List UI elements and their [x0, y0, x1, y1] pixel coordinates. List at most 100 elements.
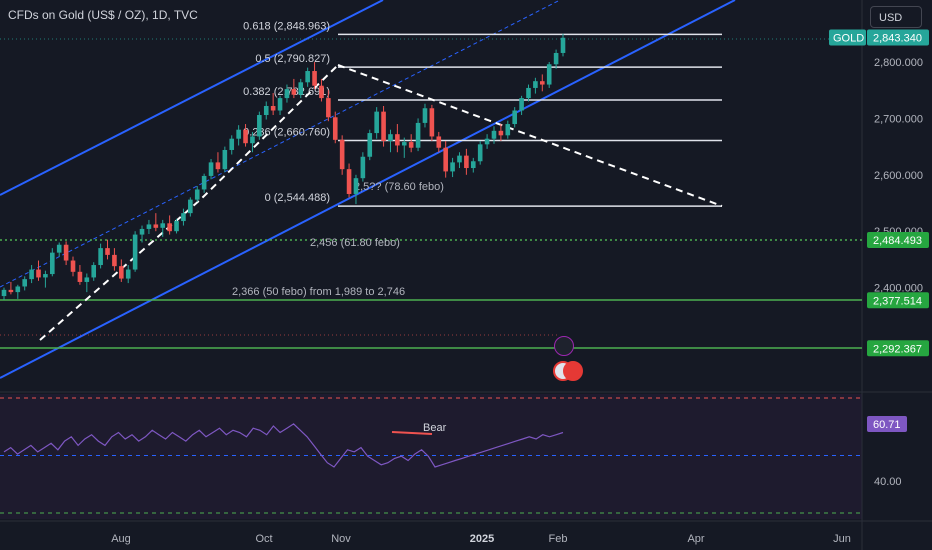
- candle-body: [415, 122, 421, 148]
- candle-body: [36, 269, 41, 278]
- time-tick-label: 2025: [470, 533, 494, 545]
- candle-body: [346, 169, 352, 194]
- channel-upper-line: [0, 0, 384, 196]
- candle-body: [284, 89, 290, 99]
- candle-body: [291, 89, 297, 95]
- price-label-box: [867, 29, 929, 46]
- price-tick-label: 2,600.000: [874, 170, 923, 182]
- candle-body: [139, 228, 145, 235]
- candle-body: [56, 244, 62, 253]
- candle-body: [119, 266, 124, 279]
- time-tick-label: Aug: [111, 533, 131, 545]
- candle-body: [498, 130, 504, 136]
- candle-body: [381, 111, 386, 141]
- candle-body: [512, 110, 517, 125]
- rsi-value-box: [867, 416, 907, 432]
- candle-body: [153, 224, 159, 228]
- candle-body: [429, 108, 435, 137]
- candle-body: [436, 136, 442, 148]
- candle-body: [553, 52, 559, 65]
- candle-body: [464, 155, 469, 169]
- price-label: 2,484.493: [873, 235, 922, 247]
- febo-annotation: 2,366 (50 febo) from 1,989 to 2,746: [232, 286, 405, 298]
- candle-body: [208, 162, 214, 176]
- candle-body: [477, 144, 483, 162]
- candle-body: [408, 142, 414, 148]
- candle-body: [146, 224, 152, 229]
- candle-body: [519, 98, 524, 111]
- candle-body: [257, 115, 262, 137]
- candle-body: [22, 279, 28, 287]
- candle-body: [263, 105, 269, 116]
- candle-body: [401, 142, 407, 146]
- candle-body: [174, 221, 179, 232]
- fib-level-label: 0.236 (2,660.760): [243, 127, 330, 139]
- candle-body: [443, 147, 448, 172]
- fib-level-label: 0.5 (2,790.827): [255, 53, 330, 65]
- price-label: 2,377.514: [873, 295, 922, 307]
- candle-body: [250, 136, 255, 144]
- economic-event-icon[interactable]: [563, 361, 583, 381]
- candle-body: [270, 105, 276, 111]
- candle-body: [132, 234, 138, 270]
- impulse-dashed-line: [39, 64, 339, 341]
- candle-body: [360, 156, 366, 179]
- time-tick-label: Apr: [687, 533, 704, 545]
- currency-selector-button[interactable]: USD: [870, 6, 922, 28]
- rsi-divergence-label: Bear: [423, 422, 447, 434]
- candle-body: [63, 244, 69, 261]
- rsi-line: [3, 423, 564, 468]
- candle-body: [84, 277, 90, 282]
- channel-mid-line: [0, 0, 561, 288]
- candle-body: [181, 213, 186, 222]
- candle-body: [319, 85, 324, 99]
- candle-body: [105, 248, 110, 255]
- candle-body: [243, 129, 248, 144]
- candle-body: [125, 269, 131, 279]
- candle-body: [305, 71, 310, 83]
- candle-body: [167, 223, 172, 232]
- candle-body: [77, 271, 83, 282]
- descending-dashed-line: [337, 64, 723, 207]
- candle-body: [43, 274, 48, 278]
- time-tick-label: Jun: [833, 533, 851, 545]
- candle-body: [215, 162, 221, 170]
- candle-body: [91, 265, 97, 278]
- candle-body: [229, 138, 235, 150]
- candle-body: [526, 87, 531, 99]
- candle-body: [546, 64, 552, 85]
- event-flash-icon[interactable]: [554, 336, 574, 356]
- candle-body: [160, 223, 166, 228]
- candle-body: [470, 161, 476, 169]
- candle-body: [1, 289, 7, 297]
- candle-body: [277, 98, 283, 111]
- price-label-box: [867, 292, 929, 309]
- candle-body: [388, 134, 393, 141]
- price-tick-label: 2,800.000: [874, 57, 923, 69]
- candle-body: [353, 178, 359, 194]
- candle-body: [326, 98, 331, 118]
- time-tick-label: Nov: [331, 533, 351, 545]
- candle-body: [188, 199, 193, 214]
- candle-body: [194, 189, 200, 200]
- candle-body: [298, 82, 304, 95]
- candle-body: [457, 155, 462, 163]
- rsi-tick-label: 40.00: [874, 476, 902, 488]
- febo-annotation: 2,5?? (78.60 febo): [354, 181, 444, 193]
- febo-annotation: 2,456 (61.80 febo): [310, 237, 400, 249]
- symbol-tag-label: GOLD: [833, 33, 864, 45]
- candle-body: [560, 37, 566, 53]
- candle-body: [236, 129, 241, 139]
- candle-body: [450, 162, 455, 172]
- candle-body: [98, 248, 103, 266]
- candle-body: [332, 117, 338, 140]
- fib-level-label: 0.618 (2,848.963): [243, 20, 330, 32]
- candle-body: [50, 252, 55, 275]
- candle-body: [367, 133, 373, 157]
- candle-body: [222, 149, 228, 170]
- rsi-pane: [0, 394, 862, 519]
- rsi-value-label: 60.71: [873, 419, 901, 431]
- candle-body: [533, 81, 538, 88]
- price-label: 2,843.340: [873, 33, 922, 45]
